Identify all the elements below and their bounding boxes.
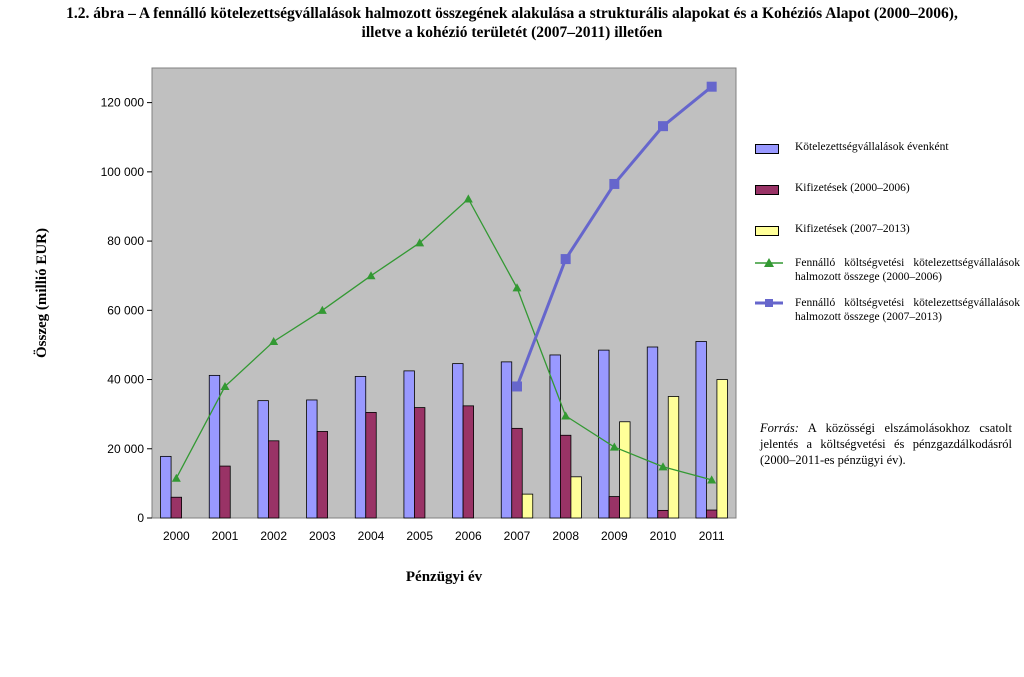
bar-payments_0713-2007: [521, 493, 534, 519]
point-ral_0006-2007: [512, 283, 522, 292]
bar-commitments-2007: [500, 361, 513, 519]
point-ral_0006-2009: [609, 442, 619, 451]
x-tick-label: 2005: [406, 529, 433, 543]
bar-payments_0006-2005: [414, 407, 426, 519]
legend-label-ral-0006: Fennálló költségvetési kötelezettségváll…: [795, 257, 1020, 283]
y-tick-label: 100 000: [101, 165, 145, 179]
source-text: A közösségi elszámolásokhoz csatolt jele…: [760, 421, 1012, 467]
bar-commitments-2001: [208, 374, 221, 519]
bar-commitments-2010: [646, 346, 659, 519]
bar-payments_0713-2010: [667, 396, 680, 519]
x-tick-label: 2009: [601, 529, 628, 543]
point-ral_0006-2004: [366, 271, 376, 280]
x-tick-label: 2011: [699, 529, 725, 543]
bar-payments_0713-2009: [619, 421, 631, 519]
point-ral_0006-2001: [220, 381, 230, 391]
legend-item-payments-0713: Kifizetések (2007–2013): [755, 222, 1020, 236]
bar-commitments-2006: [452, 363, 464, 519]
legend-item-ral-0006: Fennálló költségvetési kötelezettségváll…: [755, 256, 1020, 284]
x-tick-label: 2010: [650, 529, 677, 543]
legend-swatch-payments-0006: [755, 185, 779, 195]
legend-item-payments-0006: Kifizetések (2000–2006): [755, 181, 1020, 195]
source-note: Forrás: A közösségi elszámolásokhoz csat…: [760, 420, 1012, 468]
point-ral_0006-2006: [463, 194, 473, 203]
x-tick-label: 2004: [358, 529, 385, 543]
x-axis-title: Pénzügyi év: [406, 569, 483, 585]
x-tick-label: 2006: [455, 529, 482, 543]
bar-payments_0006-2011: [706, 509, 718, 519]
bar-payments_0006-2004: [365, 412, 377, 519]
legend-label-payments-0713: Kifizetések (2007–2013): [795, 223, 910, 235]
bar-payments_0006-2000: [170, 496, 182, 519]
y-tick-label: 80 000: [107, 234, 144, 248]
bar-payments_0713-2011: [716, 379, 728, 519]
y-tick-label: 120 000: [101, 96, 145, 110]
legend-item-ral-0713: Fennálló költségvetési kötelezettségváll…: [755, 296, 1020, 324]
x-tick-label: 2001: [212, 529, 239, 543]
point-ral_0006-2010: [658, 462, 668, 471]
plot-area: [151, 67, 737, 519]
point-ral_0713-2008: [560, 254, 571, 265]
bar-payments_0713-2008: [570, 476, 582, 519]
point-ral_0713-2009: [609, 178, 620, 189]
point-ral_0006-2011: [707, 475, 717, 484]
axes-group: 0 20 000 40 000 60 000 80 000 100 000 120 000 2…: [101, 96, 725, 543]
bar-payments_0006-2008: [560, 434, 572, 519]
x-tick-label: 2008: [552, 529, 579, 543]
y-axis-title: Összeg (millió EUR): [33, 228, 50, 358]
legend: Kötelezettségvállalások évenként Kifizet…: [755, 140, 1020, 324]
y-tick-label: 20 000: [107, 442, 144, 456]
bar-commitments-2009: [598, 349, 610, 519]
legend-label-ral-0713: Fennálló költségvetési kötelezettségváll…: [795, 297, 1020, 323]
figure-title-line1: 1.2. ábra – A fennálló kötelezettségváll…: [66, 5, 958, 22]
legend-swatch-ral-0006: [755, 257, 783, 269]
x-tick-label: 2000: [163, 529, 190, 543]
point-ral_0006-2008: [561, 411, 571, 420]
lines-group: [171, 81, 717, 484]
bar-payments_0006-2002: [268, 440, 280, 519]
bar-payments_0006-2001: [219, 465, 231, 519]
point-ral_0006-2000: [171, 473, 181, 482]
x-tick-label: 2007: [504, 529, 531, 543]
bar-commitments-2005: [403, 370, 415, 519]
bar-commitments-2002: [257, 400, 269, 519]
bar-commitments-2000: [160, 455, 172, 519]
bars-group: [160, 341, 728, 519]
point-ral_0713-2007: [512, 381, 522, 392]
legend-swatch-ral-0713: [755, 297, 783, 309]
bar-payments_0006-2009: [608, 496, 620, 519]
line-ral_0006: [175, 197, 712, 481]
source-label: Forrás:: [760, 421, 799, 435]
point-ral_0713-2011: [706, 81, 717, 92]
figure-title-line2: illetve a kohézió területét (2007–2011) …: [361, 24, 663, 41]
y-tick-label: 40 000: [107, 373, 144, 387]
y-tick-label: 0: [137, 511, 144, 525]
bar-payments_0006-2007: [511, 427, 523, 519]
point-ral_0006-2002: [269, 336, 279, 346]
bar-payments_0006-2010: [657, 509, 669, 519]
bar-commitments-2003: [306, 399, 318, 519]
bar-commitments-2004: [354, 376, 367, 519]
bar-payments_0006-2006: [462, 405, 474, 519]
x-tick-label: 2003: [309, 529, 336, 543]
point-ral_0006-2005: [415, 238, 425, 247]
point-ral_0713-2010: [658, 121, 668, 132]
legend-label-commitments: Kötelezettségvállalások évenként: [795, 141, 949, 153]
legend-swatch-commitments: [755, 144, 779, 154]
x-tick-label: 2002: [260, 529, 287, 543]
y-tick-label: 60 000: [107, 303, 144, 317]
point-ral_0006-2003: [317, 305, 327, 314]
legend-swatch-payments-0713: [755, 226, 779, 236]
legend-item-commitments: Kötelezettségvállalások évenként: [755, 140, 1020, 154]
bar-payments_0006-2003: [316, 431, 328, 519]
bar-commitments-2011: [695, 341, 707, 519]
figure-title: 1.2. ábra – A fennálló kötelezettségváll…: [0, 4, 1024, 42]
legend-label-payments-0006: Kifizetések (2000–2006): [795, 182, 910, 194]
